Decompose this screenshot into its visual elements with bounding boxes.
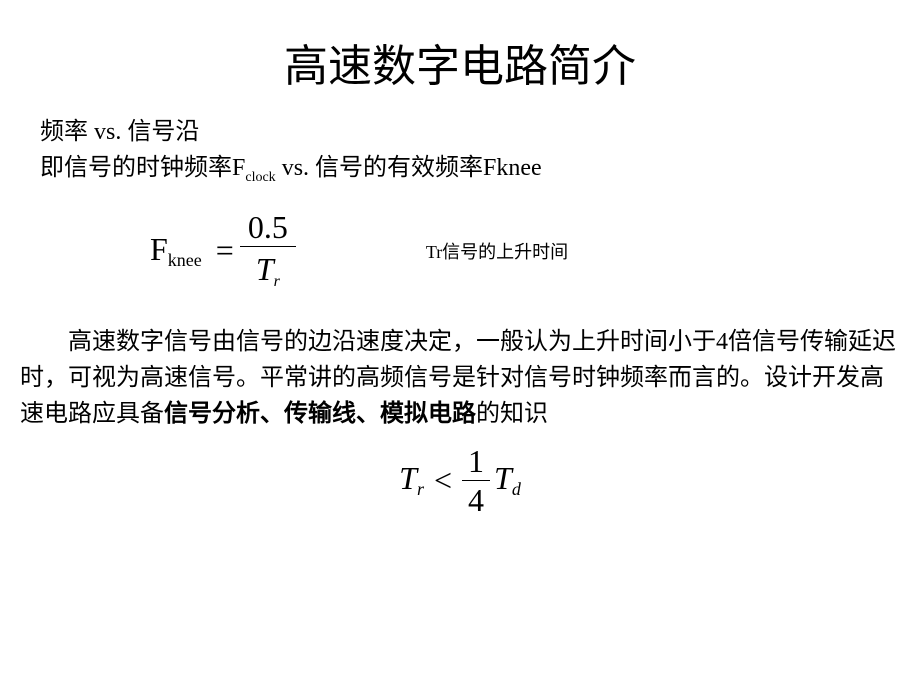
page-title: 高速数字电路简介 (0, 0, 920, 114)
body-paragraph: 高速数字信号由信号的边沿速度决定，一般认为上升时间小于4倍信号传输延迟时，可视为… (0, 324, 920, 432)
paragraph-text2: 的知识 (476, 401, 548, 427)
formula-fknee: Fknee = 0.5 Tr (150, 208, 296, 294)
formula1-f: F (150, 231, 168, 267)
formula1-lhs: Fknee (150, 231, 202, 271)
formula-row-2: Tr < 1 4 Td (0, 442, 920, 520)
subtitle-line1-pre: 频率 (40, 119, 94, 145)
formula-tr-td: Tr < 1 4 Td (399, 442, 521, 520)
subtitle-line1: 频率 vs. 信号沿 (40, 114, 920, 150)
subtitle-line2-sub: clock (245, 170, 275, 185)
subtitle-line2-pre: 即信号的时钟频率F (40, 155, 245, 181)
formula1-den-sub: r (274, 273, 280, 290)
formula2-fraction: 1 4 (462, 442, 490, 520)
subtitle-line1-post: 信号沿 (121, 119, 199, 145)
formula2-t1: T (399, 460, 417, 496)
equals-sign: = (216, 232, 234, 269)
subtitle-line2: 即信号的时钟频率Fclock vs. 信号的有效频率Fknee (40, 150, 920, 188)
formula1-numerator: 0.5 (240, 208, 296, 247)
paragraph-bold: 信号分析、传输线、模拟电路 (164, 401, 476, 427)
formula1-knee-sub: knee (168, 250, 202, 270)
formula2-numerator: 1 (462, 442, 490, 481)
subtitle-block: 频率 vs. 信号沿 即信号的时钟频率Fclock vs. 信号的有效频率Fkn… (0, 114, 920, 188)
tr-note: Tr信号的上升时间 (426, 238, 568, 264)
formula1-fraction: 0.5 Tr (240, 208, 296, 294)
subtitle-line2-vs: vs. (276, 155, 315, 181)
formula2-tr: Tr (399, 460, 424, 500)
formula2-denominator: 4 (462, 481, 490, 519)
formula2-r-sub: r (417, 479, 424, 499)
subtitle-line2-post: 信号的有效频率Fknee (315, 155, 542, 181)
subtitle-line1-vs: vs. (94, 119, 121, 145)
formula2-t2: T (494, 460, 512, 496)
formula1-den-t: T (256, 251, 274, 287)
formula-row-1: Fknee = 0.5 Tr Tr信号的上升时间 (0, 208, 920, 294)
formula2-d-sub: d (512, 479, 521, 499)
less-than-sign: < (434, 462, 452, 499)
formula1-denominator: Tr (248, 247, 288, 293)
formula2-td: Td (494, 460, 521, 500)
